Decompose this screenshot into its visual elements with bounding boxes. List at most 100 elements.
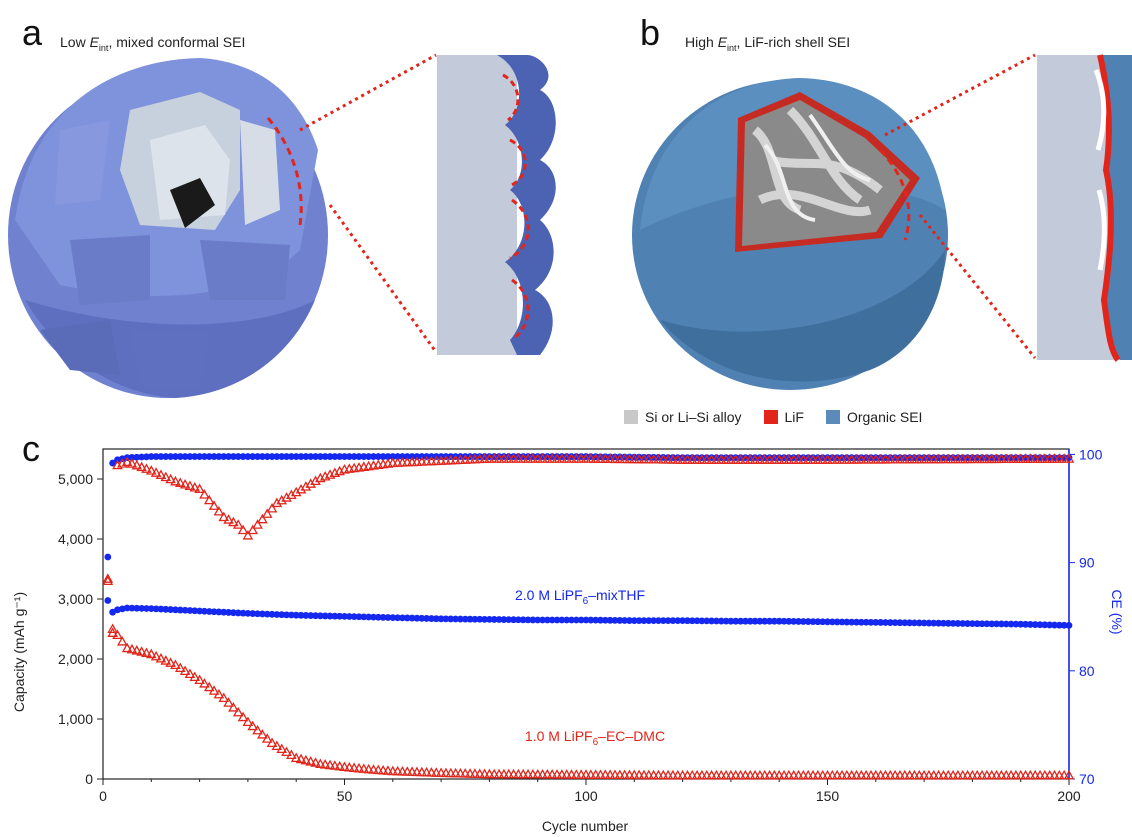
data-point [363,763,374,774]
data-point [370,453,377,460]
annotation-ec-dmc: 1.0 M LiPF6–EC–DMC [525,728,665,748]
data-point [278,611,286,619]
data-point [126,458,138,468]
data-point [326,612,334,620]
data-point [795,618,802,625]
data-point [167,453,175,460]
data-point [741,617,749,625]
data-point [978,620,986,628]
data-point [751,617,759,625]
data-point [766,617,773,625]
data-point [790,617,798,625]
data-point [510,616,517,624]
capacity-ce-chart: 0 50 100 150 200 0 1,000 2,000 3,000 4,000 5,000 70… [11,446,1125,834]
data-point [247,720,259,731]
x-tick-label: 150 [816,788,840,804]
data-point [379,453,387,460]
data-point [278,453,286,460]
data-point [138,604,146,612]
data-point [138,453,146,461]
panel-b-zoom-line-bottom [918,214,1037,359]
data-point [165,473,176,484]
data-point [310,757,321,767]
data-point [611,616,619,624]
x-tick-label: 0 [99,788,107,804]
data-point [295,753,307,764]
data-point [249,453,257,460]
data-point [321,612,329,620]
data-point [746,617,754,625]
data-point [297,453,305,460]
data-point [592,616,600,624]
data-point [170,659,181,670]
data-point [350,613,358,621]
data-point [901,619,909,627]
data-point [194,674,205,685]
data-point [244,610,252,617]
data-point [524,616,532,624]
data-point [305,756,316,766]
data-point [263,453,271,460]
data-point [312,612,319,620]
data-point [358,763,370,773]
data-point [104,553,112,561]
data-point [539,616,546,624]
data-point [157,453,165,460]
data-point [307,612,315,619]
data-point [218,511,230,522]
data-point [857,618,865,626]
data-point [1063,453,1075,463]
data-point [925,619,933,627]
data-point [276,494,288,505]
data-point [266,502,278,513]
data-point [476,615,484,623]
data-point [203,681,215,692]
data-point [102,573,114,583]
data-point [882,619,889,626]
data-point [355,453,363,460]
data-point [141,647,152,658]
data-point [145,465,157,475]
data-point [379,613,387,621]
data-point [220,608,228,616]
data-point [1055,621,1063,629]
data-point [568,616,575,624]
data-point [196,453,204,460]
data-point [373,764,384,775]
data-point [271,497,283,508]
x-tick-label: 200 [1057,788,1081,804]
y2-axis-label: CE (%) [1109,589,1125,634]
panel-b-zoom-inset [1037,54,1132,362]
data-point [529,616,537,624]
data-point [109,459,117,467]
data-point [809,618,817,626]
data-point [563,616,571,624]
data-point [601,616,609,624]
data-point [121,456,133,466]
data-point [331,612,339,620]
data-point [341,613,348,620]
data-point [862,618,870,626]
data-point [205,453,213,460]
data-point [872,619,880,626]
data-point [258,453,266,460]
data-point [886,619,894,626]
data-point [1012,620,1020,628]
data-point [713,617,720,625]
materials-legend: Si or Li–Si alloy LiF Organic SEI [624,409,944,425]
data-point [640,617,648,624]
data-point [669,617,677,624]
data-point [722,617,730,625]
data-point [287,453,295,460]
data-point [650,617,658,624]
data-point [176,606,184,614]
data-point [302,453,310,460]
data-point [196,607,204,615]
data-point [223,697,234,707]
data-point [123,604,131,612]
data-point [684,617,691,625]
data-point [838,618,846,626]
sei-illustrations [8,53,1132,398]
data-point [973,620,981,628]
data-point [457,615,464,623]
